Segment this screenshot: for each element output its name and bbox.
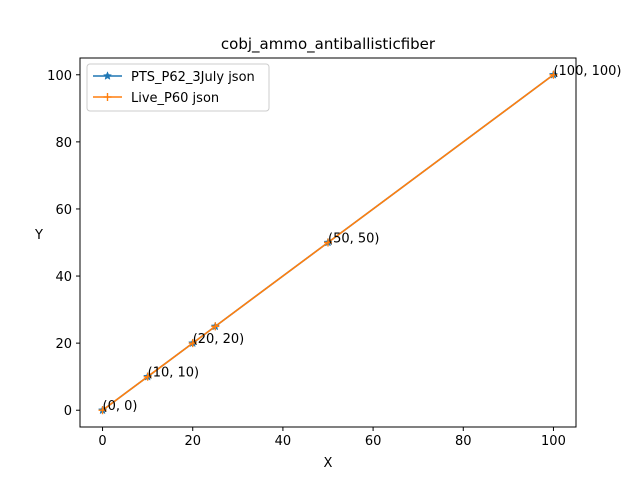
- point-annotation: (10, 10): [148, 366, 200, 381]
- legend: PTS_P62_3July json Live_P60 json: [86, 63, 270, 112]
- legend-label: Live_P60 json: [131, 91, 219, 106]
- y-tick-label: 20: [55, 337, 72, 352]
- legend-entry: Live_P60 json: [93, 91, 219, 106]
- y-tick-label: 40: [55, 270, 72, 285]
- chart-title: cobj_ammo_antiballisticfiber: [221, 35, 436, 54]
- point-annotation: (20, 20): [193, 332, 245, 347]
- y-tick-label: 0: [64, 404, 72, 419]
- series-layer: [97, 69, 559, 415]
- x-tick-label: 80: [455, 434, 472, 449]
- y-tick-label: 100: [47, 69, 72, 84]
- data-point-plus: [143, 372, 152, 381]
- x-axis: 0 20 40 60 80 100: [98, 427, 566, 449]
- point-annotation: (0, 0): [103, 399, 138, 414]
- annotations: (0, 0) (10, 10) (20, 20) (50, 50) (100, 100): [103, 64, 622, 414]
- data-point-star: [102, 71, 113, 80]
- data-point-plus: [103, 93, 112, 101]
- x-axis-label: X: [324, 456, 333, 471]
- data-point-plus: [98, 406, 107, 415]
- data-point-plus: [188, 339, 197, 348]
- x-tick-label: 100: [541, 434, 566, 449]
- y-tick-label: 80: [55, 136, 72, 151]
- y-axis-label: Y: [34, 228, 43, 243]
- data-point-plus: [324, 238, 332, 247]
- data-point-plus: [211, 322, 220, 331]
- x-tick-label: 0: [98, 434, 106, 449]
- x-tick-label: 20: [184, 434, 201, 449]
- legend-box: [86, 63, 270, 112]
- point-annotation: (50, 50): [328, 232, 380, 247]
- data-point-plus: [549, 70, 558, 79]
- series-2: [98, 70, 558, 415]
- y-tick-label: 60: [55, 203, 72, 218]
- plot-frame: [79, 57, 577, 428]
- series-line: [102, 74, 554, 411]
- y-axis: 0 20 40 60 80 100: [47, 69, 80, 419]
- x-tick-label: 60: [365, 434, 382, 449]
- x-tick-label: 40: [275, 434, 292, 449]
- legend-entry: PTS_P62_3July json: [93, 70, 255, 85]
- point-annotation: (100, 100): [553, 64, 621, 79]
- legend-label: PTS_P62_3July json: [131, 70, 255, 85]
